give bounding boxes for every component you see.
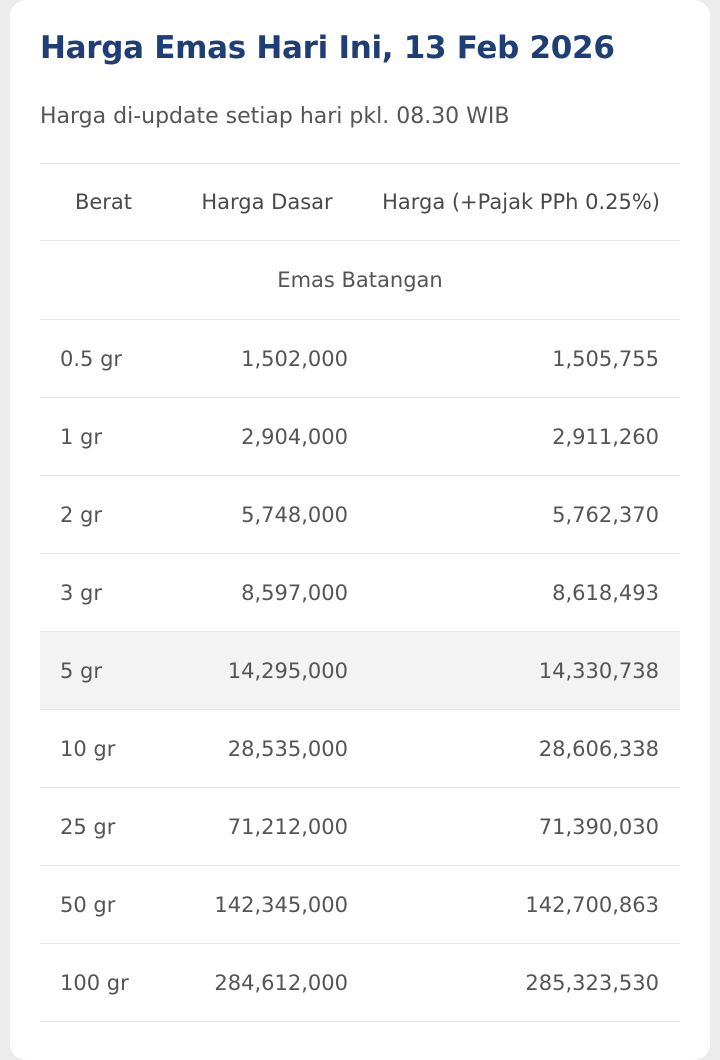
table-row: 2 gr 5,748,000 5,762,370: [40, 476, 680, 554]
cell-harga-dasar: 71,212,000: [227, 814, 348, 839]
cell-berat: 25 gr: [60, 814, 116, 839]
table-header-row: Berat Harga Dasar Harga (+Pajak PPh 0.25…: [40, 163, 680, 241]
table-row: 10 gr 28,535,000 28,606,338: [40, 710, 680, 788]
cell-berat: 2 gr: [60, 502, 102, 527]
cell-harga-dasar: 5,748,000: [241, 502, 348, 527]
section-label: Emas Batangan: [277, 268, 443, 292]
column-header-harga-dasar: Harga Dasar: [201, 190, 333, 214]
cell-harga-dasar: 284,612,000: [214, 970, 348, 995]
cell-harga-pajak: 142,700,863: [525, 892, 659, 917]
table-row: 100 gr 284,612,000 285,323,530: [40, 944, 680, 1022]
table-row: 50 gr 142,345,000 142,700,863: [40, 866, 680, 944]
cell-harga-dasar: 1,502,000: [241, 346, 348, 371]
section-row-emas-batangan: Emas Batangan: [40, 241, 680, 320]
update-note: Harga di-update setiap hari pkl. 08.30 W…: [40, 104, 510, 129]
table-row: 25 gr 71,212,000 71,390,030: [40, 788, 680, 866]
cell-harga-pajak: 71,390,030: [538, 814, 659, 839]
table-row: 1 gr 2,904,000 2,911,260: [40, 398, 680, 476]
cell-harga-dasar: 142,345,000: [214, 892, 348, 917]
column-header-harga-pajak: Harga (+Pajak PPh 0.25%): [382, 190, 660, 214]
price-table: Berat Harga Dasar Harga (+Pajak PPh 0.25…: [40, 163, 680, 1022]
cell-berat: 50 gr: [60, 892, 116, 917]
cell-harga-dasar: 2,904,000: [241, 424, 348, 449]
cell-harga-dasar: 14,295,000: [227, 658, 348, 683]
cell-harga-pajak: 1,505,755: [552, 346, 659, 371]
table-row: 0.5 gr 1,502,000 1,505,755: [40, 320, 680, 398]
cell-harga-pajak: 8,618,493: [552, 580, 659, 605]
page-title: Harga Emas Hari Ini, 13 Feb 2026: [40, 30, 615, 66]
cell-berat: 3 gr: [60, 580, 102, 605]
table-row: 5 gr 14,295,000 14,330,738: [40, 632, 680, 710]
cell-berat: 1 gr: [60, 424, 102, 449]
cell-berat: 10 gr: [60, 736, 116, 761]
cell-berat: 0.5 gr: [60, 346, 123, 371]
table-row: 3 gr 8,597,000 8,618,493: [40, 554, 680, 632]
gold-price-card: Harga Emas Hari Ini, 13 Feb 2026 Harga d…: [10, 0, 710, 1060]
cell-harga-pajak: 5,762,370: [552, 502, 659, 527]
cell-harga-pajak: 28,606,338: [538, 736, 659, 761]
cell-harga-dasar: 8,597,000: [241, 580, 348, 605]
cell-harga-pajak: 14,330,738: [538, 658, 659, 683]
column-header-berat: Berat: [74, 190, 133, 214]
cell-harga-pajak: 285,323,530: [525, 970, 659, 995]
cell-harga-dasar: 28,535,000: [227, 736, 348, 761]
cell-berat: 100 gr: [60, 970, 129, 995]
cell-harga-pajak: 2,911,260: [552, 424, 659, 449]
cell-berat: 5 gr: [60, 658, 102, 683]
